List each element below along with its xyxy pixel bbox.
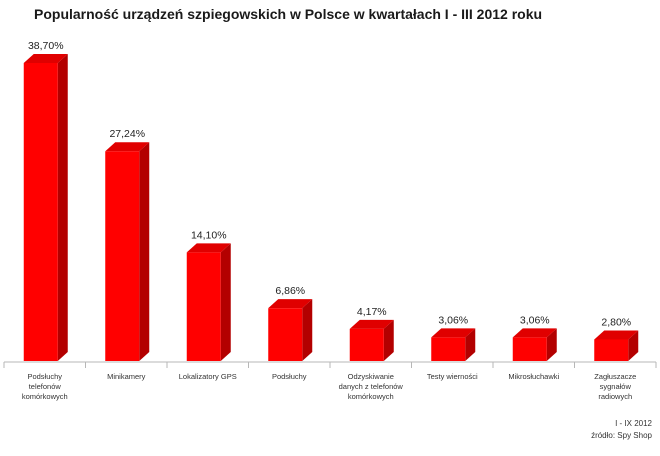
- bar-side: [302, 299, 313, 361]
- bar-side: [139, 142, 150, 361]
- bar-top: [431, 328, 476, 338]
- x-tick-label: Testy wierności: [427, 372, 478, 381]
- bar: [186, 252, 221, 361]
- x-tick-label-line: Podsłuchy: [272, 372, 307, 381]
- bar-side: [628, 330, 639, 361]
- bar: [431, 337, 466, 361]
- x-tick-label-line: telefonów: [29, 382, 62, 391]
- bar-side: [546, 328, 557, 361]
- x-tick-label-line: radiowych: [598, 392, 632, 401]
- bar-side: [383, 319, 394, 361]
- chart-title: Popularność urządzeń szpiegowskich w Pol…: [34, 6, 543, 22]
- data-label: 6,86%: [275, 285, 305, 297]
- data-label: 27,24%: [109, 128, 145, 140]
- bar-top: [268, 299, 313, 309]
- bar: [512, 337, 547, 361]
- bar: [594, 339, 629, 361]
- x-tick-label: Zagłuszacze sygnałów radiowych: [594, 372, 636, 401]
- x-tick-label-line: Lokalizatory GPS: [179, 372, 237, 381]
- x-tick-label-line: Mikrosłuchawki: [508, 372, 559, 381]
- bar: [349, 328, 384, 361]
- bar: [268, 308, 303, 361]
- bar: [23, 63, 58, 361]
- x-tick-label: Minikamery: [107, 372, 146, 381]
- source-credit: źródło: Spy Shop: [591, 431, 652, 440]
- x-tick-label-line: danych z telefonów: [339, 382, 404, 391]
- x-tick-label: Lokalizatory GPS: [179, 372, 237, 381]
- x-tick-label-line: Odzyskiwanie: [348, 372, 394, 381]
- x-tick-label: Podsłuchy telefonów komórkowych: [22, 372, 68, 401]
- bar-top: [186, 243, 231, 253]
- bar-top: [23, 54, 68, 63]
- x-tick-label-line: Minikamery: [107, 372, 146, 381]
- data-label: 4,17%: [357, 306, 387, 318]
- x-tick-label: Podsłuchy: [272, 372, 307, 381]
- data-label: 3,06%: [520, 314, 550, 326]
- x-tick-label-line: komórkowych: [22, 392, 68, 401]
- bar-top: [512, 328, 557, 338]
- x-tick-label: Odzyskiwanie danych z telefonów komórkowyc…: [339, 372, 404, 401]
- x-tick-label-line: Testy wierności: [427, 372, 478, 381]
- bar-side: [57, 54, 68, 361]
- data-label: 14,10%: [191, 229, 227, 241]
- data-label: 38,70%: [28, 40, 64, 52]
- bar-top: [594, 330, 639, 340]
- bar-top: [105, 142, 150, 152]
- x-tick-label-line: Zagłuszacze: [594, 372, 636, 381]
- x-tick-label-line: komórkowych: [348, 392, 394, 401]
- x-tick-label-line: Podsłuchy: [27, 372, 62, 381]
- bar-top: [349, 319, 394, 329]
- x-tick-label-line: sygnałów: [600, 382, 632, 391]
- bar-side: [220, 243, 231, 361]
- data-label: 3,06%: [438, 314, 468, 326]
- bar-side: [465, 328, 476, 361]
- bar: [105, 151, 140, 361]
- source-block: I - IX 2012 źródło: Spy Shop: [591, 418, 652, 442]
- data-label: 2,80%: [601, 316, 631, 328]
- x-tick-label: Mikrosłuchawki: [508, 372, 559, 381]
- period-label: I - IX 2012: [615, 419, 652, 428]
